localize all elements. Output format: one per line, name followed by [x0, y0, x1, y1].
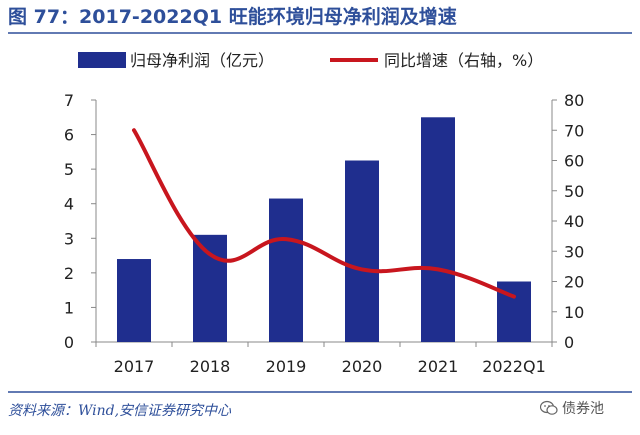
legend: 归母净利润（亿元） 同比增速（右轴，%）	[78, 51, 543, 70]
growth-line-layer	[132, 128, 516, 299]
profit-bar	[345, 160, 379, 342]
x-tick-label: 2021	[418, 357, 459, 376]
bars	[117, 117, 531, 343]
x-tick-label: 2022Q1	[482, 357, 546, 376]
profit-bar	[193, 234, 227, 342]
right-tick-label: 40	[564, 212, 584, 231]
right-tick-label: 60	[564, 152, 584, 171]
right-tick-label: 50	[564, 182, 584, 201]
left-tick-label: 5	[64, 160, 74, 179]
left-tick-label: 0	[64, 333, 74, 352]
x-tick-label: 2020	[342, 357, 383, 376]
right-tick-label: 10	[564, 303, 584, 322]
right-ticks: 0 10 20 30 40 50 60 70 80	[552, 91, 584, 352]
x-tick-label: 2019	[266, 357, 307, 376]
legend-bar-swatch	[78, 52, 126, 68]
left-tick-label: 1	[64, 298, 74, 317]
profit-bar	[269, 198, 303, 342]
right-tick-label: 30	[564, 242, 584, 261]
left-tick-label: 7	[64, 91, 74, 110]
left-tick-label: 3	[64, 229, 74, 248]
figure-title: 图 77：2017-2022Q1 旺能环境归母净利润及增速	[8, 6, 457, 28]
growth-line	[132, 128, 516, 299]
legend-bar-label: 归母净利润（亿元）	[130, 51, 274, 70]
source-note: 资料来源：Wind,安信证券研究中心	[8, 403, 232, 419]
right-tick-label: 80	[564, 91, 584, 110]
left-tick-label: 4	[64, 195, 74, 214]
x-ticks: 2017 2018 2019 2020 2021 2022Q1	[95, 342, 553, 376]
right-tick-label: 70	[564, 121, 584, 140]
left-tick-label: 2	[64, 264, 74, 283]
watermark: 债券池	[540, 398, 604, 418]
right-tick-label: 20	[564, 273, 584, 292]
watermark-text: 债券池	[562, 401, 604, 417]
legend-line-label: 同比增速（右轴，%）	[384, 51, 543, 70]
x-tick-label: 2017	[114, 357, 155, 376]
x-tick-label: 2018	[190, 357, 231, 376]
profit-bar	[421, 117, 455, 343]
left-ticks: 0 1 2 3 4 5 6 7	[64, 91, 96, 352]
profit-bar	[117, 259, 151, 342]
wechat-logo-icon	[540, 400, 558, 415]
left-tick-label: 6	[64, 126, 74, 145]
right-tick-label: 0	[564, 333, 574, 352]
